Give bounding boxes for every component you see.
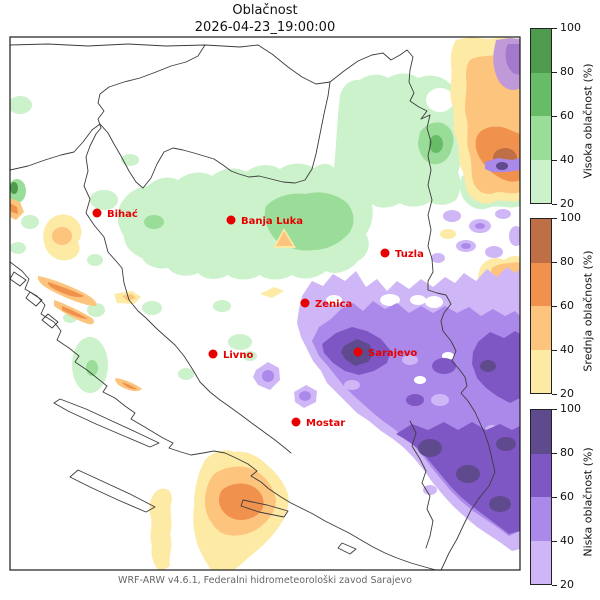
colorbar-tick bbox=[552, 116, 557, 117]
city-dot bbox=[353, 347, 363, 357]
city-dot bbox=[226, 215, 236, 225]
colorbar-segment bbox=[531, 72, 551, 116]
colorbar-segment bbox=[531, 116, 551, 160]
colorbar-segment bbox=[531, 410, 551, 454]
city-dot bbox=[92, 208, 102, 218]
colorbar-tick-label: 100 bbox=[560, 211, 581, 224]
colorbar-tick bbox=[552, 160, 557, 161]
city-dot bbox=[380, 248, 390, 258]
colorbar-tick-label: 20 bbox=[560, 578, 574, 591]
colorbar-tick-label: 40 bbox=[560, 343, 574, 356]
chart-subtitle: 2026-04-23_19:00:00 bbox=[194, 20, 336, 35]
colorbar-segment bbox=[531, 453, 551, 497]
city-label: Mostar bbox=[306, 418, 345, 429]
colorbar-tick bbox=[552, 204, 557, 205]
colorbar-tick-label: 60 bbox=[560, 109, 574, 122]
colorbar-gradient bbox=[530, 409, 552, 585]
colorbar-tick-label: 60 bbox=[560, 490, 574, 503]
city-label: Livno bbox=[223, 350, 253, 361]
colorbar-gradient bbox=[530, 28, 552, 204]
colorbar-segment bbox=[531, 540, 551, 584]
colorbar-tick bbox=[552, 72, 557, 73]
colorbar-segment bbox=[531, 29, 551, 73]
colorbar-tick bbox=[552, 541, 557, 542]
colorbar-tick-label: 80 bbox=[560, 446, 574, 459]
colorbar-tick bbox=[552, 453, 557, 454]
colorbar-segment bbox=[531, 306, 551, 350]
attribution-text: WRF-ARW v4.6.1, Federalni hidrometeorolo… bbox=[118, 575, 412, 586]
city-marker-livno: Livno bbox=[208, 349, 253, 361]
colorbar-low-clouds: Niska oblačnost (%) 100 80 60 40 20 bbox=[530, 403, 595, 591]
city-marker-mostar: Mostar bbox=[291, 417, 345, 429]
colorbar-tick-label: 100 bbox=[560, 21, 581, 34]
country-borders bbox=[10, 43, 496, 570]
colorbar-tick bbox=[552, 306, 557, 307]
colorbar-tick bbox=[552, 394, 557, 395]
colorbar-tick-label: 100 bbox=[560, 402, 581, 415]
city-marker-sarajevo: Sarajevo bbox=[353, 347, 417, 359]
colorbar-tick-label: 40 bbox=[560, 153, 574, 166]
colorbar-tick bbox=[552, 218, 557, 219]
city-label: Sarajevo bbox=[368, 348, 417, 359]
city-marker-zenica: Zenica bbox=[300, 298, 352, 310]
map-frame bbox=[9, 36, 521, 571]
colorbar-segment bbox=[531, 349, 551, 393]
colorbar-segment bbox=[531, 497, 551, 541]
city-label: Zenica bbox=[315, 299, 352, 310]
colorbar-tick-label: 20 bbox=[560, 387, 574, 400]
city-label: Banja Luka bbox=[241, 216, 303, 227]
city-marker-tuzla: Tuzla bbox=[380, 248, 424, 260]
city-dot bbox=[300, 298, 310, 308]
colorbar-high-clouds: Visoka oblačnost (%) 100 80 60 40 20 bbox=[530, 22, 595, 210]
colorbar-tick bbox=[552, 262, 557, 263]
colorbar-gradient bbox=[530, 218, 552, 394]
chart-title: Oblačnost bbox=[232, 3, 298, 18]
colorbar-tick bbox=[552, 350, 557, 351]
city-marker-banja-luka: Banja Luka bbox=[226, 215, 303, 227]
colorbar-tick-label: 80 bbox=[560, 65, 574, 78]
city-markers: Bihać Banja Luka Tuzla Zenica Livno Sarajevo M… bbox=[92, 208, 424, 429]
colorbar-tick bbox=[552, 28, 557, 29]
coastline bbox=[10, 261, 438, 570]
colorbar-segment bbox=[531, 159, 551, 203]
colorbar-tick-label: 60 bbox=[560, 299, 574, 312]
city-marker-bihać: Bihać bbox=[92, 208, 138, 220]
city-dot bbox=[291, 417, 301, 427]
colorbar-tick bbox=[552, 409, 557, 410]
colorbar-tick bbox=[552, 497, 557, 498]
city-label: Bihać bbox=[107, 208, 138, 220]
colorbar-mid-clouds: Srednja oblačnost (%) 100 80 60 40 20 bbox=[530, 212, 595, 400]
colorbar-tick-label: 20 bbox=[560, 197, 574, 210]
colorbar-tick-label: 80 bbox=[560, 255, 574, 268]
colorbar-segment bbox=[531, 262, 551, 306]
city-dot bbox=[208, 349, 218, 359]
colorbar-segment bbox=[531, 219, 551, 263]
title-block: Oblačnost 2026-04-23_19:00:00 bbox=[10, 2, 520, 36]
city-label: Tuzla bbox=[395, 249, 424, 260]
colorbar-tick-label: 40 bbox=[560, 534, 574, 547]
colorbar-tick bbox=[552, 585, 557, 586]
